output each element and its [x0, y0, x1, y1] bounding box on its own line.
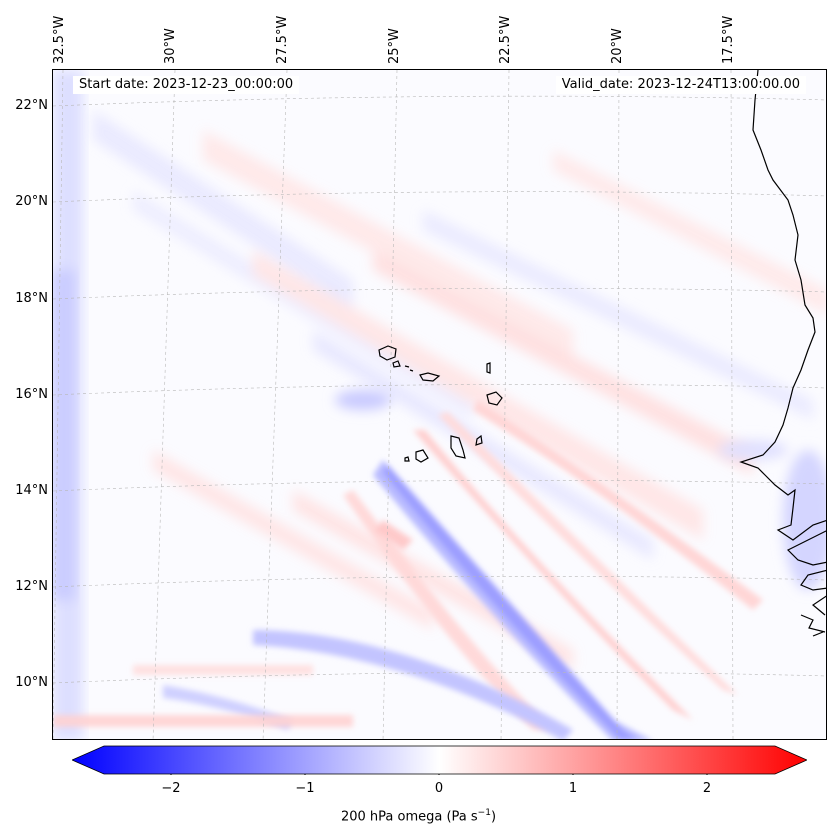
- island-fogo: [415, 449, 429, 463]
- lon-label-30w: 30°W: [163, 28, 178, 64]
- cb-tick-label-m2: −2: [161, 781, 181, 796]
- lon-label-32-5w: 32.5°W: [52, 15, 67, 64]
- cb-tick-label-m1: −1: [295, 781, 315, 796]
- lat-label-12n: 12°N: [15, 579, 48, 594]
- lat-label-14n: 14°N: [15, 483, 48, 498]
- cb-tick-label-0: 0: [434, 781, 444, 796]
- lat-label-16n: 16°N: [15, 387, 48, 402]
- colorbar-label: 200 hPa omega (Pa s−1): [340, 808, 497, 825]
- island-brava: [404, 456, 410, 462]
- lon-label-25w: 25°W: [387, 28, 402, 64]
- start-date-label: Start date: 2023-12-23_00:00:00: [73, 76, 300, 94]
- lat-label-20n: 20°N: [15, 194, 48, 209]
- omega-field: [53, 70, 826, 739]
- cape-verde-islands: [378, 345, 503, 463]
- valid-date-label: Valid_date: 2023-12-24T13:00:00.00: [555, 76, 806, 94]
- lon-label-20w: 20°W: [610, 28, 625, 64]
- island-maio: [475, 434, 483, 446]
- lon-label-27-5w: 27.5°W: [275, 15, 290, 64]
- colorbar-svg: [71, 745, 808, 778]
- lat-label-10n: 10°N: [15, 675, 48, 690]
- lat-label-22n: 22°N: [15, 98, 48, 113]
- lat-label-18n: 18°N: [15, 291, 48, 306]
- african-coast: [739, 70, 826, 541]
- island-boa-vista: [486, 391, 503, 406]
- colorbar: [71, 745, 808, 778]
- island-sao-vicente: [392, 360, 401, 368]
- lon-label-22-5w: 22.5°W: [498, 15, 513, 64]
- island-sal: [486, 362, 491, 374]
- omega-map: Start date: 2023-12-23_00:00:00 Valid_da…: [52, 69, 827, 740]
- island-santiago: [450, 435, 466, 459]
- colorbar-bar: [71, 745, 808, 775]
- map-canvas: [53, 70, 826, 739]
- island-sao-nicolau: [419, 372, 441, 382]
- cb-tick-label-1: 1: [568, 781, 578, 796]
- coastline: [739, 70, 826, 637]
- cb-tick-label-2: 2: [702, 781, 712, 796]
- graticule: [53, 70, 826, 739]
- lon-label-17-5w: 17.5°W: [721, 15, 736, 64]
- island-santo-antao: [378, 345, 397, 361]
